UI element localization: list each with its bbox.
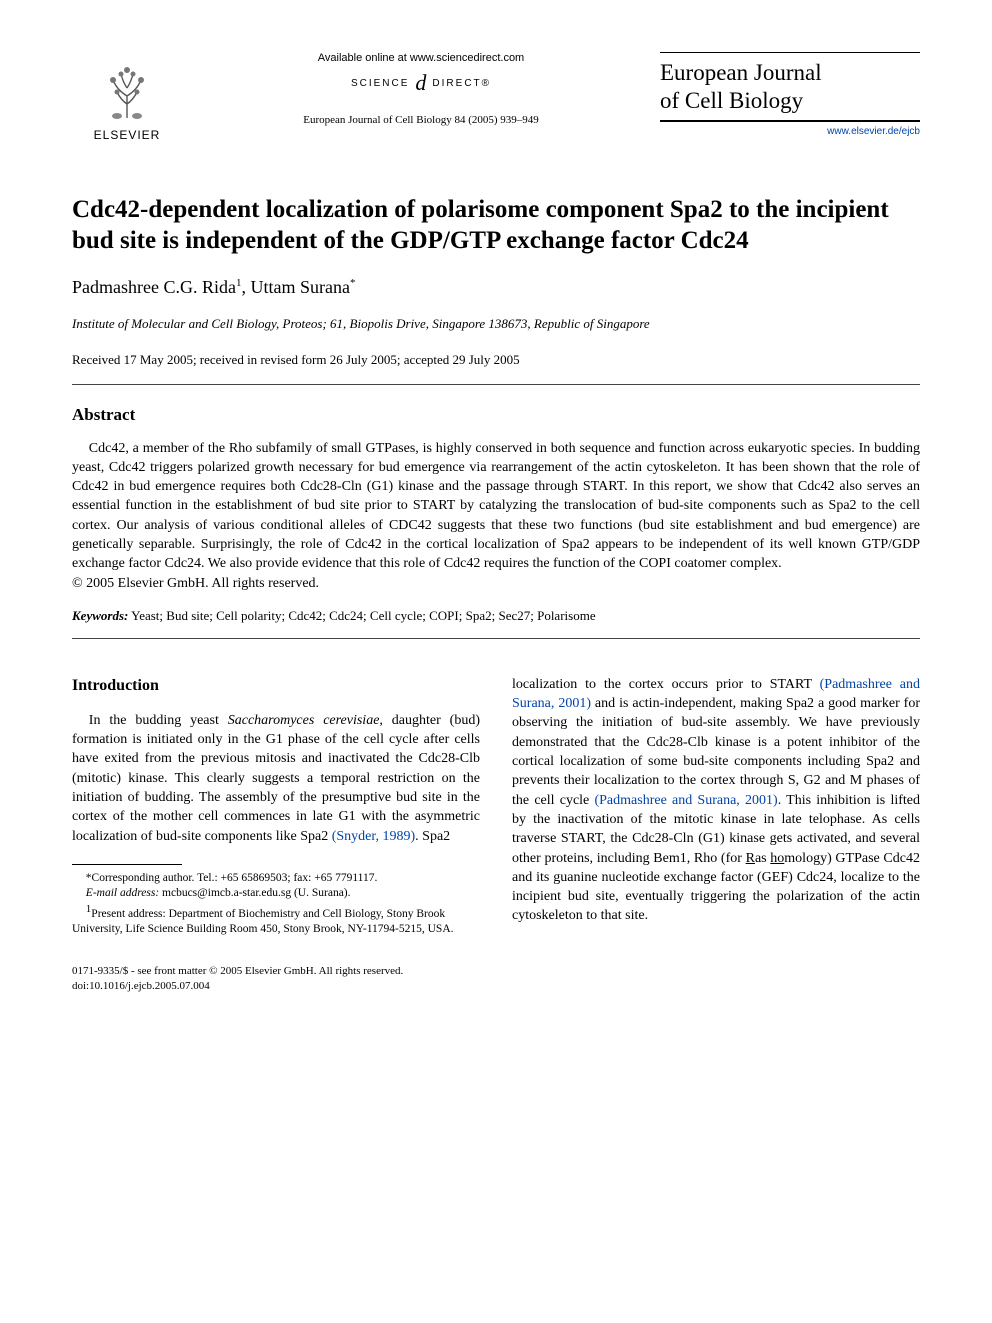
- journal-brand: European Journal of Cell Biology: [660, 53, 920, 122]
- rule-below-keywords: [72, 638, 920, 639]
- elsevier-logo: ELSEVIER: [72, 60, 182, 142]
- keywords-text: Yeast; Bud site; Cell polarity; Cdc42; C…: [128, 608, 595, 623]
- rule-above-abstract: [72, 384, 920, 385]
- keywords-label: Keywords:: [72, 608, 128, 623]
- t: . Spa2: [415, 829, 450, 844]
- brand-line-2: of Cell Biology: [660, 88, 803, 113]
- journal-url[interactable]: www.elsevier.de/ejcb: [660, 126, 920, 137]
- sciencedirect-logo: SCIENCE d DIRECT®: [194, 70, 648, 96]
- u: R: [746, 851, 755, 866]
- abstract-body: Cdc42, a member of the Rho subfamily of …: [72, 439, 920, 574]
- authors: Padmashree C.G. Rida1, Uttam Surana*: [72, 277, 920, 298]
- t: In the budding yeast: [89, 713, 228, 728]
- keywords: Keywords: Yeast; Bud site; Cell polarity…: [72, 608, 920, 624]
- header: ELSEVIER Available online at www.science…: [72, 52, 920, 142]
- journal-brand-block: European Journal of Cell Biology www.els…: [660, 52, 920, 137]
- t: as: [755, 851, 770, 866]
- u: ho: [770, 851, 784, 866]
- sd-left: SCIENCE: [351, 78, 409, 89]
- intro-para-right: localization to the cortex occurs prior …: [512, 675, 920, 926]
- intro-para-left: In the budding yeast Saccharomyces cerev…: [72, 711, 480, 846]
- email-line: E-mail address: mcbucs@imcb.a-star.edu.s…: [72, 886, 480, 902]
- email-value[interactable]: mcbucs@imcb.a-star.edu.sg (U. Surana).: [159, 887, 350, 899]
- author-2: Uttam Surana: [250, 277, 349, 297]
- left-column: Introduction In the budding yeast Saccha…: [72, 675, 480, 938]
- brand-line-1: European Journal: [660, 60, 822, 85]
- elsevier-tree-icon: [95, 60, 159, 124]
- t: localization to the cortex occurs prior …: [512, 677, 820, 692]
- present-text: Present address: Department of Biochemis…: [72, 908, 454, 936]
- abstract-heading: Abstract: [72, 405, 920, 425]
- body-columns: Introduction In the budding yeast Saccha…: [72, 675, 920, 938]
- citation-link[interactable]: (Snyder, 1989): [332, 829, 415, 844]
- citation-link[interactable]: (Padmashree and Surana, 2001): [594, 793, 777, 808]
- elsevier-wordmark: ELSEVIER: [94, 128, 161, 142]
- affiliation: Institute of Molecular and Cell Biology,…: [72, 316, 920, 332]
- doi-line: doi:10.1016/j.ejcb.2005.07.004: [72, 979, 920, 994]
- available-online-text: Available online at www.sciencedirect.co…: [194, 52, 648, 64]
- author-1: Padmashree C.G. Rida: [72, 277, 236, 297]
- present-address: 1Present address: Department of Biochemi…: [72, 902, 480, 938]
- t: , daughter (bud) formation is initiated …: [72, 713, 480, 844]
- header-center: Available online at www.sciencedirect.co…: [182, 52, 660, 126]
- article-dates: Received 17 May 2005; received in revise…: [72, 352, 920, 368]
- email-label: E-mail address:: [86, 887, 159, 899]
- footnotes: *Corresponding author. Tel.: +65 6586950…: [72, 871, 480, 938]
- t: and is actin-independent, making Spa2 a …: [512, 696, 920, 808]
- article-title: Cdc42-dependent localization of polariso…: [72, 194, 920, 257]
- species-ital: Saccharomyces cerevisiae: [228, 713, 380, 728]
- author-2-sup: *: [350, 277, 356, 289]
- abstract-copyright: © 2005 Elsevier GmbH. All rights reserve…: [72, 576, 920, 592]
- introduction-heading: Introduction: [72, 675, 480, 697]
- footer-meta: 0171-9335/$ - see front matter © 2005 El…: [72, 964, 920, 994]
- citation: European Journal of Cell Biology 84 (200…: [194, 114, 648, 126]
- corresponding-author: *Corresponding author. Tel.: +65 6586950…: [72, 871, 480, 887]
- right-column: localization to the cortex occurs prior …: [512, 675, 920, 938]
- publisher-logo-block: ELSEVIER: [72, 52, 182, 142]
- footnote-rule: [72, 864, 182, 865]
- sd-swoosh-icon: d: [415, 70, 426, 96]
- sd-right: DIRECT®: [432, 78, 491, 89]
- front-matter-line: 0171-9335/$ - see front matter © 2005 El…: [72, 964, 920, 979]
